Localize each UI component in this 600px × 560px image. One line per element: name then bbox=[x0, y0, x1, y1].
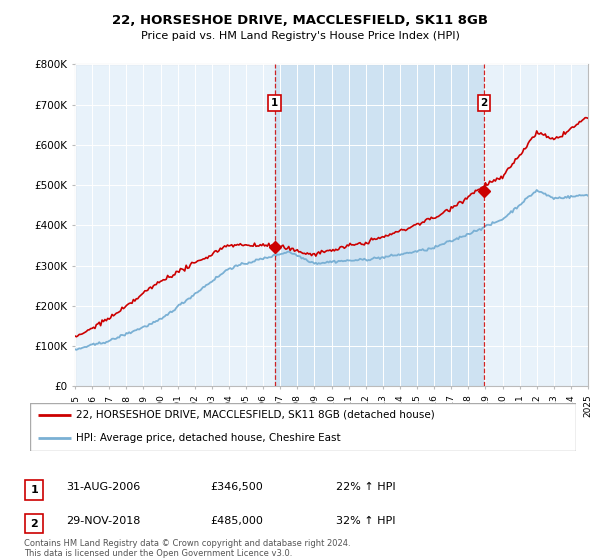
Text: 2: 2 bbox=[31, 519, 38, 529]
Text: Contains HM Land Registry data © Crown copyright and database right 2024.
This d: Contains HM Land Registry data © Crown c… bbox=[24, 539, 350, 558]
Text: 22% ↑ HPI: 22% ↑ HPI bbox=[336, 482, 395, 492]
Text: 29-NOV-2018: 29-NOV-2018 bbox=[66, 516, 140, 526]
Text: HPI: Average price, detached house, Cheshire East: HPI: Average price, detached house, Ches… bbox=[76, 433, 341, 444]
Text: 1: 1 bbox=[31, 485, 38, 495]
Text: 2: 2 bbox=[481, 98, 488, 108]
Bar bbox=[275, 64, 484, 386]
Text: £485,000: £485,000 bbox=[210, 516, 263, 526]
Text: 32% ↑ HPI: 32% ↑ HPI bbox=[336, 516, 395, 526]
Text: 22, HORSESHOE DRIVE, MACCLESFIELD, SK11 8GB (detached house): 22, HORSESHOE DRIVE, MACCLESFIELD, SK11 … bbox=[76, 409, 435, 419]
Text: £346,500: £346,500 bbox=[210, 482, 263, 492]
Text: 22, HORSESHOE DRIVE, MACCLESFIELD, SK11 8GB: 22, HORSESHOE DRIVE, MACCLESFIELD, SK11 … bbox=[112, 14, 488, 27]
Text: 1: 1 bbox=[271, 98, 278, 108]
Text: 31-AUG-2006: 31-AUG-2006 bbox=[66, 482, 140, 492]
Text: Price paid vs. HM Land Registry's House Price Index (HPI): Price paid vs. HM Land Registry's House … bbox=[140, 31, 460, 41]
